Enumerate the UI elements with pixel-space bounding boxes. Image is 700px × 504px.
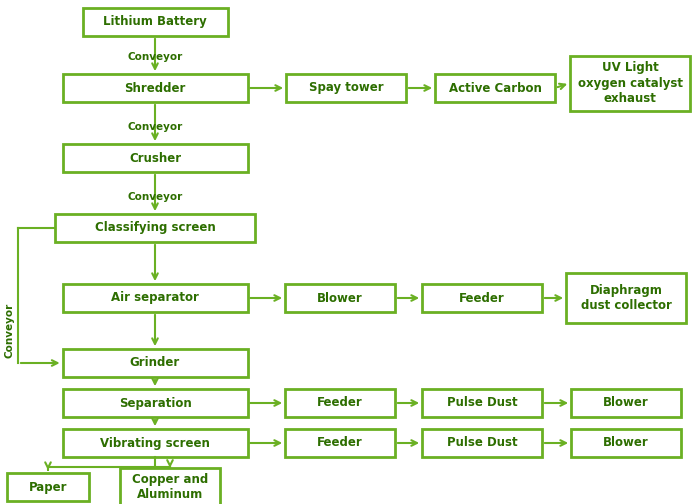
Text: Paper: Paper [29,480,67,493]
FancyBboxPatch shape [83,8,228,36]
FancyBboxPatch shape [422,389,542,417]
FancyBboxPatch shape [55,214,255,242]
FancyBboxPatch shape [435,74,555,102]
FancyBboxPatch shape [285,429,395,457]
FancyBboxPatch shape [422,429,542,457]
Text: Feeder: Feeder [317,436,363,450]
FancyBboxPatch shape [285,284,395,312]
Text: Pulse Dust: Pulse Dust [447,397,517,409]
FancyBboxPatch shape [571,429,681,457]
FancyBboxPatch shape [120,468,220,504]
Text: Air separator: Air separator [111,291,199,304]
Text: Conveyor: Conveyor [127,122,183,132]
Text: Blower: Blower [603,436,649,450]
FancyBboxPatch shape [62,389,248,417]
Text: Copper and
Aluminum: Copper and Aluminum [132,473,208,501]
FancyBboxPatch shape [571,389,681,417]
Text: Lithium Battery: Lithium Battery [103,16,207,29]
Text: Active Carbon: Active Carbon [449,82,541,95]
FancyBboxPatch shape [286,74,406,102]
Text: Conveyor: Conveyor [127,192,183,202]
FancyBboxPatch shape [566,273,686,323]
Text: Diaphragm
dust collector: Diaphragm dust collector [580,284,671,312]
FancyBboxPatch shape [62,349,248,377]
Text: Shredder: Shredder [125,82,186,95]
FancyBboxPatch shape [62,429,248,457]
Text: Classifying screen: Classifying screen [94,221,216,234]
Text: Feeder: Feeder [317,397,363,409]
FancyBboxPatch shape [422,284,542,312]
Text: Spay tower: Spay tower [309,82,384,95]
FancyBboxPatch shape [570,55,690,110]
Text: Blower: Blower [317,291,363,304]
Text: Blower: Blower [603,397,649,409]
Text: Vibrating screen: Vibrating screen [100,436,210,450]
Text: Crusher: Crusher [129,152,181,164]
Text: Grinder: Grinder [130,356,180,369]
Text: Conveyor: Conveyor [127,52,183,62]
Text: Conveyor: Conveyor [5,302,15,358]
Text: Feeder: Feeder [459,291,505,304]
FancyBboxPatch shape [7,473,89,501]
Text: Separation: Separation [118,397,191,409]
FancyBboxPatch shape [285,389,395,417]
FancyBboxPatch shape [62,144,248,172]
Text: UV Light
oxygen catalyst
exhaust: UV Light oxygen catalyst exhaust [578,61,682,104]
Text: Pulse Dust: Pulse Dust [447,436,517,450]
FancyBboxPatch shape [62,284,248,312]
FancyBboxPatch shape [62,74,248,102]
